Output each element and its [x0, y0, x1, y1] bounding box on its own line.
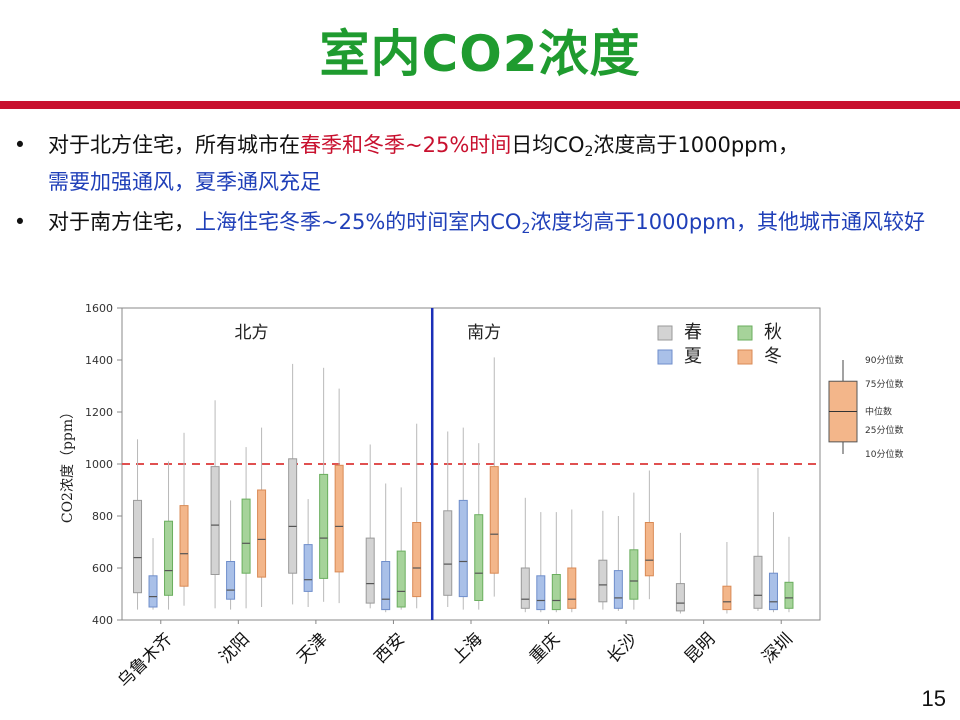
- subscript: 2: [521, 221, 531, 237]
- legend-label-春: 春: [684, 322, 702, 343]
- annotation-label: 25分位数: [865, 424, 903, 436]
- page-number: 15: [921, 686, 946, 711]
- title-divider: [0, 101, 960, 109]
- annotation-label: 中位数: [865, 406, 892, 418]
- bullet-dot: •: [13, 133, 27, 157]
- y-tick-label: 800: [92, 510, 113, 523]
- legend-label-冬: 冬: [764, 346, 782, 367]
- box-夏: [381, 561, 391, 611]
- box-秋: [629, 549, 639, 600]
- x-tick-label: 乌鲁木齐: [114, 629, 176, 691]
- box-春: [598, 559, 608, 603]
- box-秋: [164, 520, 174, 596]
- co2-boxplot-chart: 400 600 800 1000 1200 1400 1600 CO2浓度（ppm） 北方 南方乌…: [60, 302, 903, 692]
- x-tick-label: 重庆: [526, 629, 564, 667]
- box-夏: [768, 572, 778, 611]
- bullet-south: • 对于南方住宅，上海住宅冬季~25%的时间室内CO2浓度均高于1000ppm，…: [10, 207, 940, 244]
- text-segment-highlight-blue: 需要加强通风，夏季通风充足: [48, 170, 321, 194]
- box-春: [675, 583, 685, 612]
- box-秋: [396, 550, 406, 608]
- box-春: [365, 537, 375, 604]
- bullet-north-text: 对于北方住宅，所有城市在春季和冬季~25%时间日均CO2浓度高于1000ppm，…: [48, 133, 799, 194]
- y-tick-label: 600: [92, 562, 113, 575]
- box-冬: [179, 505, 189, 587]
- y-tick-label: 1600: [85, 302, 113, 315]
- box-秋: [241, 498, 251, 574]
- y-tick-label: 400: [92, 614, 113, 627]
- box-冬: [257, 489, 267, 578]
- x-tick-label: 西安: [371, 629, 409, 667]
- box-冬: [489, 466, 499, 574]
- y-tick-label: 1400: [85, 354, 113, 367]
- legend-swatch-夏: [657, 349, 673, 365]
- box-秋: [784, 581, 794, 609]
- x-tick-label: 上海: [448, 629, 486, 667]
- box-夏: [536, 575, 546, 611]
- box-春: [210, 466, 220, 576]
- box-冬: [412, 522, 422, 598]
- box-夏: [613, 570, 623, 609]
- box-秋: [551, 574, 561, 611]
- annotation-label: 10分位数: [865, 448, 903, 460]
- text-segment: 日均CO: [511, 133, 585, 157]
- x-tick-label: 昆明: [681, 629, 719, 667]
- box-春: [520, 567, 530, 609]
- text-segment-highlight-blue: 浓度均高于1000ppm，其他城市通风较好: [530, 210, 925, 234]
- box-夏: [148, 575, 158, 608]
- box-夏: [226, 561, 236, 600]
- box-冬: [644, 522, 654, 577]
- text-segment: 对于南方住宅，: [48, 210, 195, 234]
- bullet-south-text: 对于南方住宅，上海住宅冬季~25%的时间室内CO2浓度均高于1000ppm，其他…: [48, 210, 925, 237]
- x-tick-label: 天津: [293, 629, 331, 667]
- region-label-north: 北方: [234, 323, 268, 343]
- box-秋: [319, 473, 329, 579]
- text-segment: 对于北方住宅，所有城市在: [48, 133, 300, 157]
- y-axis-label: CO2浓度（ppm）: [60, 405, 76, 523]
- subscript: 2: [584, 144, 594, 160]
- box-夏: [458, 499, 468, 598]
- bullet-list: • 对于北方住宅，所有城市在春季和冬季~25%时间日均CO2浓度高于1000pp…: [10, 130, 940, 254]
- box-秋: [474, 514, 484, 601]
- legend-swatch-春: [657, 325, 673, 341]
- legend-swatch-冬: [737, 349, 753, 365]
- box-夏: [303, 544, 313, 592]
- box-冬: [334, 464, 344, 573]
- legend-label-秋: 秋: [764, 322, 782, 343]
- box-春: [133, 499, 143, 594]
- legend-swatch-秋: [737, 325, 753, 341]
- text-segment: 浓度高于1000ppm，: [593, 133, 799, 157]
- y-tick-label: 1000: [85, 458, 113, 471]
- box-冬: [567, 567, 577, 609]
- x-tick-label: 深圳: [759, 629, 797, 667]
- annotation-label: 90分位数: [865, 354, 903, 366]
- x-tick-label: 长沙: [603, 629, 641, 667]
- box-春: [288, 458, 298, 574]
- slide-title: 室内CO2浓度: [319, 25, 641, 83]
- x-tick-label: 沈阳: [216, 629, 254, 667]
- box-春: [443, 510, 453, 596]
- text-segment-highlight-red: 春季和冬季~25%时间: [300, 133, 512, 157]
- y-tick-label: 1200: [85, 406, 113, 419]
- bullet-dot: •: [13, 210, 27, 234]
- annotation-label: 75分位数: [865, 378, 903, 390]
- text-segment-highlight-blue: 上海住宅冬季~25%的时间室内CO: [195, 210, 522, 234]
- region-label-south: 南方: [467, 323, 501, 343]
- box-春: [753, 555, 763, 609]
- box-冬: [722, 585, 732, 611]
- bullet-north: • 对于北方住宅，所有城市在春季和冬季~25%时间日均CO2浓度高于1000pp…: [10, 130, 940, 197]
- legend-label-夏: 夏: [684, 346, 702, 367]
